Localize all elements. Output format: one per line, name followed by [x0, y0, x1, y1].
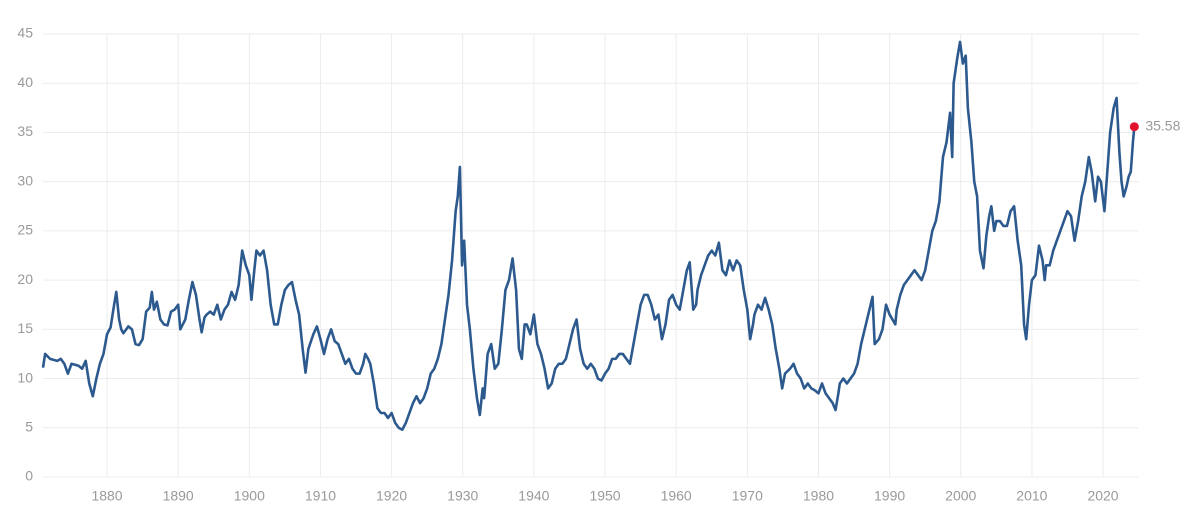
- last-point: [1129, 122, 1139, 132]
- x-tick-label: 1970: [732, 488, 763, 504]
- last-value-label: 35.58: [1145, 117, 1180, 133]
- x-tick-label: 1940: [518, 488, 549, 504]
- x-tick-label: 1890: [163, 488, 194, 504]
- y-tick-label: 10: [17, 369, 33, 385]
- y-tick-label: 5: [25, 418, 33, 434]
- y-tick-label: 25: [17, 222, 33, 238]
- x-tick-label: 1880: [91, 488, 122, 504]
- x-tick-label: 1900: [234, 488, 265, 504]
- y-tick-label: 35: [17, 123, 33, 139]
- x-tick-label: 2000: [945, 488, 976, 504]
- x-tick-label: 1910: [305, 488, 336, 504]
- y-tick-label: 0: [25, 468, 33, 484]
- y-tick-label: 40: [17, 74, 33, 90]
- y-tick-label: 45: [17, 25, 33, 41]
- x-tick-label: 2010: [1016, 488, 1047, 504]
- x-tick-label: 1920: [376, 488, 407, 504]
- x-tick-label: 1950: [589, 488, 620, 504]
- x-tick-label: 1990: [874, 488, 905, 504]
- y-tick-label: 20: [17, 271, 33, 287]
- y-tick-label: 15: [17, 320, 33, 336]
- x-tick-label: 1930: [447, 488, 478, 504]
- x-tick-label: 2020: [1087, 488, 1118, 504]
- x-tick-label: 1980: [803, 488, 834, 504]
- y-tick-label: 30: [17, 172, 33, 188]
- data-line: [41, 40, 1136, 432]
- x-tick-label: 1960: [661, 488, 692, 504]
